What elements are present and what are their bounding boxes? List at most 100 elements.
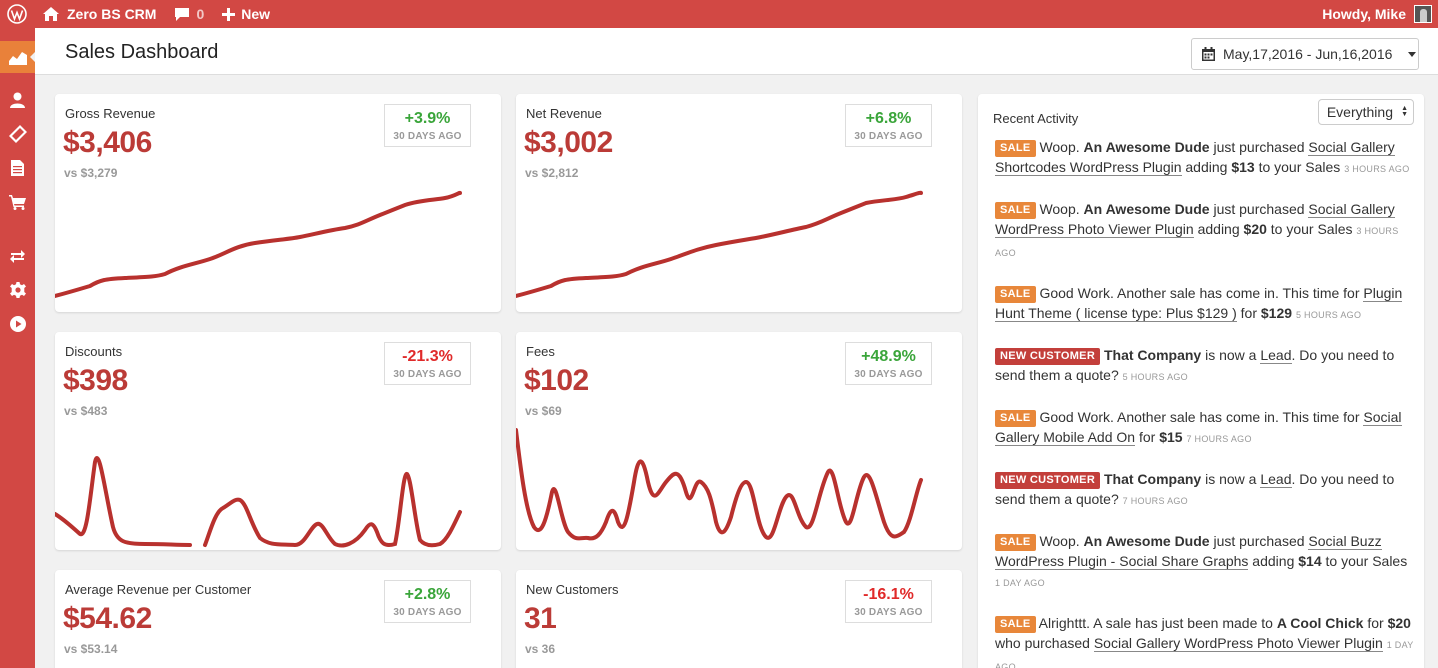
discounts-card: Discounts $398 vs $483 -21.3% 30 DAYS AG… xyxy=(55,332,501,550)
change-box: +48.9% 30 DAYS AGO xyxy=(845,342,932,385)
activity-list: SALE Woop. An Awesome Dude just purchase… xyxy=(995,137,1415,668)
comments-link[interactable]: 0 xyxy=(165,0,213,28)
user-account-menu[interactable]: Howdy, Mike xyxy=(1313,0,1438,28)
plus-icon xyxy=(222,7,236,21)
wordpress-logo-icon[interactable] xyxy=(0,0,34,28)
sidebar-item-sync[interactable] xyxy=(0,239,35,273)
card-label: Net Revenue xyxy=(526,106,602,121)
activity-text: . Do you need to send them a quote? xyxy=(995,347,1395,383)
sidebar-item-settings[interactable] xyxy=(0,273,35,307)
product-link[interactable]: Plugin Hunt Theme ( license type: Plus $… xyxy=(995,285,1403,322)
activity-text: to your Sales xyxy=(1254,159,1345,175)
card-value: $3,406 xyxy=(63,126,152,159)
sidebar-item-invoices[interactable] xyxy=(0,151,35,185)
product-link[interactable]: Social Gallery WordPress Photo Viewer Pl… xyxy=(995,201,1395,238)
sidebar-item-dashboard[interactable] xyxy=(0,41,36,73)
sale-badge: SALE xyxy=(995,410,1036,427)
sidebar-item-media[interactable] xyxy=(0,307,35,341)
lead-link[interactable]: Lead xyxy=(1260,471,1292,488)
card-value: $102 xyxy=(524,364,589,397)
activity-text: adding xyxy=(1248,553,1299,569)
activity-text: for xyxy=(1236,305,1261,321)
activity-time: 1 DAY AGO xyxy=(995,640,1414,668)
change-period: 30 DAYS AGO xyxy=(393,607,462,618)
ticket-icon xyxy=(8,125,27,143)
sparkline-chart xyxy=(55,190,462,298)
change-percent: +2.8% xyxy=(404,586,451,603)
avatar xyxy=(1414,5,1432,23)
activity-amount: $20 xyxy=(1243,221,1267,237)
change-period: 30 DAYS AGO xyxy=(854,131,923,142)
activity-amount: $20 xyxy=(1387,615,1411,631)
sidebar-item-customers[interactable] xyxy=(0,83,35,117)
activity-text: just purchased xyxy=(1209,201,1309,217)
activity-filter-select[interactable]: Everything ▲ ▼ xyxy=(1317,99,1414,125)
sale-badge: SALE xyxy=(995,140,1036,157)
sale-badge: SALE xyxy=(995,202,1036,219)
list-item: SALE Woop. An Awesome Dude just purchase… xyxy=(995,199,1415,263)
card-value: 31 xyxy=(524,602,557,635)
activity-text: is now a xyxy=(1201,347,1261,363)
gear-icon xyxy=(9,282,26,298)
change-percent: -16.1% xyxy=(863,586,914,603)
activity-text: for xyxy=(1363,615,1388,631)
play-icon xyxy=(9,316,26,332)
activity-customer: That Company xyxy=(1103,471,1202,487)
list-item: SALE Alrighttt. A sale has just been mad… xyxy=(995,613,1415,668)
card-label: Gross Revenue xyxy=(65,106,156,121)
activity-amount: $14 xyxy=(1298,553,1322,569)
activity-customer: An Awesome Dude xyxy=(1083,139,1210,155)
activity-text: Woop. xyxy=(1039,533,1084,549)
card-label: New Customers xyxy=(526,582,619,597)
sidebar-item-quotes[interactable] xyxy=(0,117,35,151)
fees-card: Fees $102 vs $69 +48.9% 30 DAYS AGO xyxy=(516,332,962,550)
new-customer-badge: NEW CUSTOMER xyxy=(995,472,1101,489)
comment-icon xyxy=(175,7,190,21)
change-percent: -21.3% xyxy=(402,348,453,365)
new-content-link[interactable]: New xyxy=(213,0,279,28)
date-range-picker[interactable]: May,17,2016 - Jun,16,2016 xyxy=(1191,38,1419,70)
product-link[interactable]: Social Gallery WordPress Photo Viewer Pl… xyxy=(1093,635,1383,652)
activity-time: 3 HOURS AGO xyxy=(995,226,1399,258)
activity-text: Woop. xyxy=(1039,139,1084,155)
product-link[interactable]: Social Gallery Mobile Add On xyxy=(995,409,1402,446)
home-icon xyxy=(43,7,59,21)
activity-text: just purchased xyxy=(1209,139,1309,155)
site-name-link[interactable]: Zero BS CRM xyxy=(34,0,165,28)
activity-customer: An Awesome Dude xyxy=(1083,201,1210,217)
comment-count: 0 xyxy=(196,6,205,22)
activity-time: 7 HOURS AGO xyxy=(1186,434,1252,444)
change-period: 30 DAYS AGO xyxy=(854,607,923,618)
sale-badge: SALE xyxy=(995,534,1036,551)
activity-amount: $15 xyxy=(1159,429,1183,445)
list-item: NEW CUSTOMER That Company is now a Lead.… xyxy=(995,345,1415,387)
sparkline-chart xyxy=(55,456,462,548)
product-link[interactable]: Social Buzz WordPress Plugin - Social Sh… xyxy=(995,533,1382,570)
list-item: NEW CUSTOMER That Company is now a Lead.… xyxy=(995,469,1415,511)
list-item: SALE Good Work. Another sale has come in… xyxy=(995,283,1415,325)
change-box: -21.3% 30 DAYS AGO xyxy=(384,342,471,385)
sidebar-item-transactions[interactable] xyxy=(0,185,35,219)
change-box: +2.8% 30 DAYS AGO xyxy=(384,580,471,623)
card-comparison: vs $483 xyxy=(64,404,108,418)
product-link[interactable]: Social Gallery Shortcodes WordPress Plug… xyxy=(995,139,1395,176)
card-label: Average Revenue per Customer xyxy=(65,582,252,597)
card-label: Discounts xyxy=(65,344,123,359)
card-value: $54.62 xyxy=(63,602,152,635)
change-box: -16.1% 30 DAYS AGO xyxy=(845,580,932,623)
calendar-icon xyxy=(1202,47,1215,61)
change-percent: +48.9% xyxy=(861,348,916,365)
admin-bar: Zero BS CRM 0 New Howdy, Mike xyxy=(0,0,1438,28)
select-arrows-icon: ▲ ▼ xyxy=(1401,105,1408,118)
activity-time: 3 HOURS AGO xyxy=(1344,164,1410,174)
document-icon xyxy=(11,160,24,176)
site-name-label: Zero BS CRM xyxy=(67,6,157,22)
lead-link[interactable]: Lead xyxy=(1260,347,1292,364)
change-percent: +3.9% xyxy=(404,110,451,127)
activity-time: 1 DAY AGO xyxy=(995,578,1045,588)
activity-time: 5 HOURS AGO xyxy=(1122,372,1188,382)
list-item: SALE Woop. An Awesome Dude just purchase… xyxy=(995,137,1415,179)
admin-sidebar xyxy=(0,28,36,668)
card-comparison: vs $3,279 xyxy=(64,166,118,180)
howdy-label: Howdy, Mike xyxy=(1322,6,1406,22)
